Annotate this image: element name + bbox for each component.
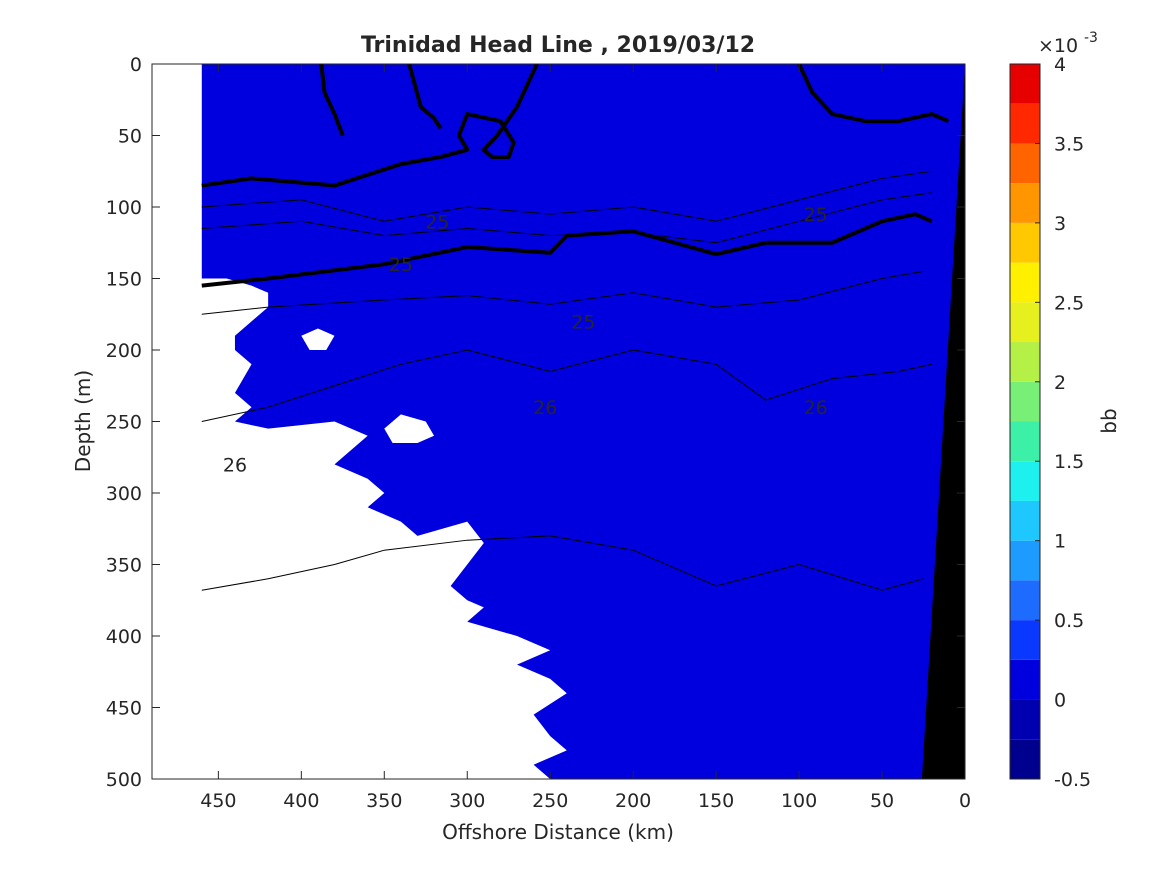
colorbar-swatch: [1010, 739, 1040, 779]
colorbar-tick-label: 0: [1054, 690, 1066, 712]
contour-labels: 25 25 25 25 26 26 26: [223, 204, 828, 476]
x-axis-label: Offshore Distance (km): [442, 820, 674, 844]
nodata-region: [301, 328, 335, 350]
colorbar-tick-label: 3.5: [1054, 133, 1084, 155]
colorbar-tick-label: 2.5: [1054, 292, 1084, 314]
colorbar-swatch: [1010, 461, 1040, 501]
colorbar-swatch: [1010, 699, 1040, 740]
colorbar-swatch: [1010, 64, 1040, 104]
colorbar-tick-label: -0.5: [1054, 769, 1091, 791]
seafloor-bathymetry: [921, 64, 965, 779]
colorbar-swatch: [1010, 620, 1040, 660]
y-axis-label: Depth (m): [71, 370, 95, 472]
colorbar-swatch: [1010, 342, 1040, 382]
x-tick-label: 250: [532, 790, 568, 812]
y-tick-label: 300: [106, 483, 142, 505]
colorbar-frame: [1009, 63, 1041, 780]
x-tick-label: 400: [283, 790, 319, 812]
colorbar-exponent-power: -3: [1084, 30, 1098, 46]
nodata-region: [152, 64, 567, 779]
colorbar-swatch: [1010, 222, 1040, 263]
colorbar-swatch: [1010, 421, 1040, 462]
colorbar-tick-label: 0.5: [1054, 610, 1084, 632]
plot-area: [152, 64, 965, 779]
y-tick-label: 200: [106, 340, 142, 362]
contour-label: 25: [571, 311, 595, 333]
contour-label: 26: [804, 397, 828, 419]
isoline-thin: [201, 349, 932, 422]
colorbar-swatch: [1010, 540, 1040, 581]
isoline-thin: [201, 270, 924, 315]
x-tick-label: 200: [615, 790, 651, 812]
y-tick-label: 50: [118, 126, 142, 148]
colorbar-tick-label: 1: [1054, 531, 1066, 553]
y-tick-label: 450: [106, 698, 142, 720]
colorbar-swatch: [1010, 500, 1040, 541]
y-axis-ticks: 0 50 100 150 200 250 300 350 400 450 500: [106, 54, 965, 791]
contour-label: 26: [533, 397, 557, 419]
colorbar-swatch: [1010, 381, 1040, 422]
y-tick-label: 250: [106, 412, 142, 434]
colorbar-tick-label: 1.5: [1054, 451, 1084, 473]
colorbar-swatch: [1010, 580, 1040, 621]
contour-label: 25: [389, 254, 413, 276]
contour-label: 25: [425, 211, 449, 233]
colorbar-tick-label: 2: [1054, 372, 1066, 394]
x-tick-label: 300: [449, 790, 485, 812]
colorbar-swatch: [1010, 143, 1040, 184]
colorbar-tick-label: 4: [1054, 54, 1066, 76]
contour-label: 25: [804, 204, 828, 226]
y-tick-label: 400: [106, 626, 142, 648]
y-tick-label: 150: [106, 269, 142, 291]
x-tick-label: 350: [366, 790, 402, 812]
contour-label: 26: [223, 454, 247, 476]
x-tick-label: 0: [959, 790, 971, 812]
colorbar: 4 3.5 3 2.5 2 1.5 1 0.5 0 -0.5: [1010, 54, 1091, 791]
x-tick-label: 50: [870, 790, 894, 812]
x-tick-label: 150: [698, 790, 734, 812]
y-tick-label: 0: [130, 54, 142, 76]
colorbar-swatch: [1010, 302, 1040, 343]
chart-title: Trinidad Head Line , 2019/03/12: [361, 33, 755, 58]
density-contours: [201, 64, 950, 591]
isoline-thin: [201, 535, 924, 591]
no-data-regions: [152, 64, 567, 779]
colorbar-swatch: [1010, 183, 1040, 223]
colorbar-exponent-base: ×10: [1038, 35, 1078, 57]
colorbar-swatch: [1010, 103, 1040, 144]
isoline-bold: [797, 64, 950, 124]
seafloor: [921, 64, 965, 779]
colorbar-label: bb: [1097, 408, 1121, 433]
isoline-bold: [201, 212, 933, 288]
isoline-thin: [201, 170, 932, 222]
colorbar-swatch: [1010, 659, 1040, 700]
nodata-region: [384, 414, 435, 443]
y-tick-label: 100: [106, 197, 142, 219]
isoline-bold: [407, 64, 443, 130]
x-tick-label: 100: [781, 790, 817, 812]
colorbar-swatch: [1010, 262, 1040, 303]
colorbar-tick-label: 3: [1054, 213, 1066, 235]
isoline-bold: [319, 64, 345, 137]
y-tick-label: 350: [106, 555, 142, 577]
isoline-bold: [201, 64, 539, 188]
x-axis-ticks: 450 400 350 300 250 200 150 100 50 0: [200, 64, 971, 812]
y-tick-label: 500: [106, 769, 142, 791]
x-tick-label: 450: [200, 790, 236, 812]
